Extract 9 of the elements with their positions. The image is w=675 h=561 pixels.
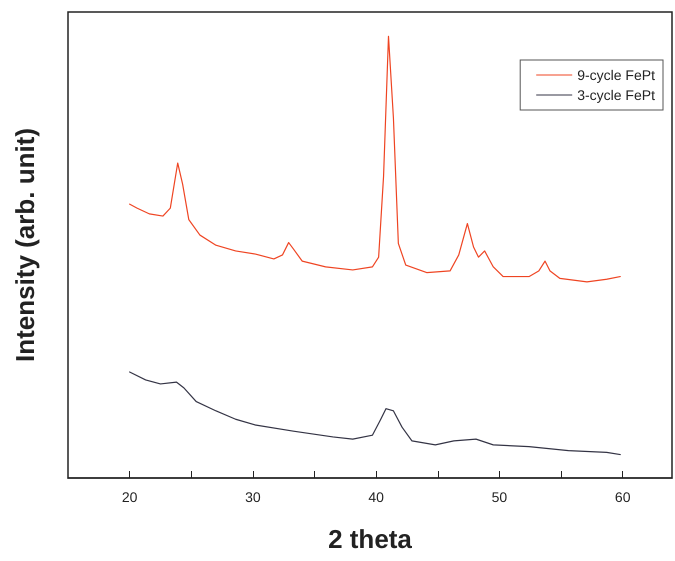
legend-label: 3-cycle FePt [577,87,656,103]
legend-label: 9-cycle FePt [577,67,656,83]
x-tick-label: 50 [492,489,508,505]
x-axis-title: 2 theta [328,524,412,554]
x-tick-label: 60 [614,489,631,505]
x-tick-label: 40 [368,489,384,505]
x-tick-label: 30 [245,489,261,505]
y-axis-title: Intensity (arb. unit) [10,128,40,362]
x-tick-label: 20 [122,489,138,505]
